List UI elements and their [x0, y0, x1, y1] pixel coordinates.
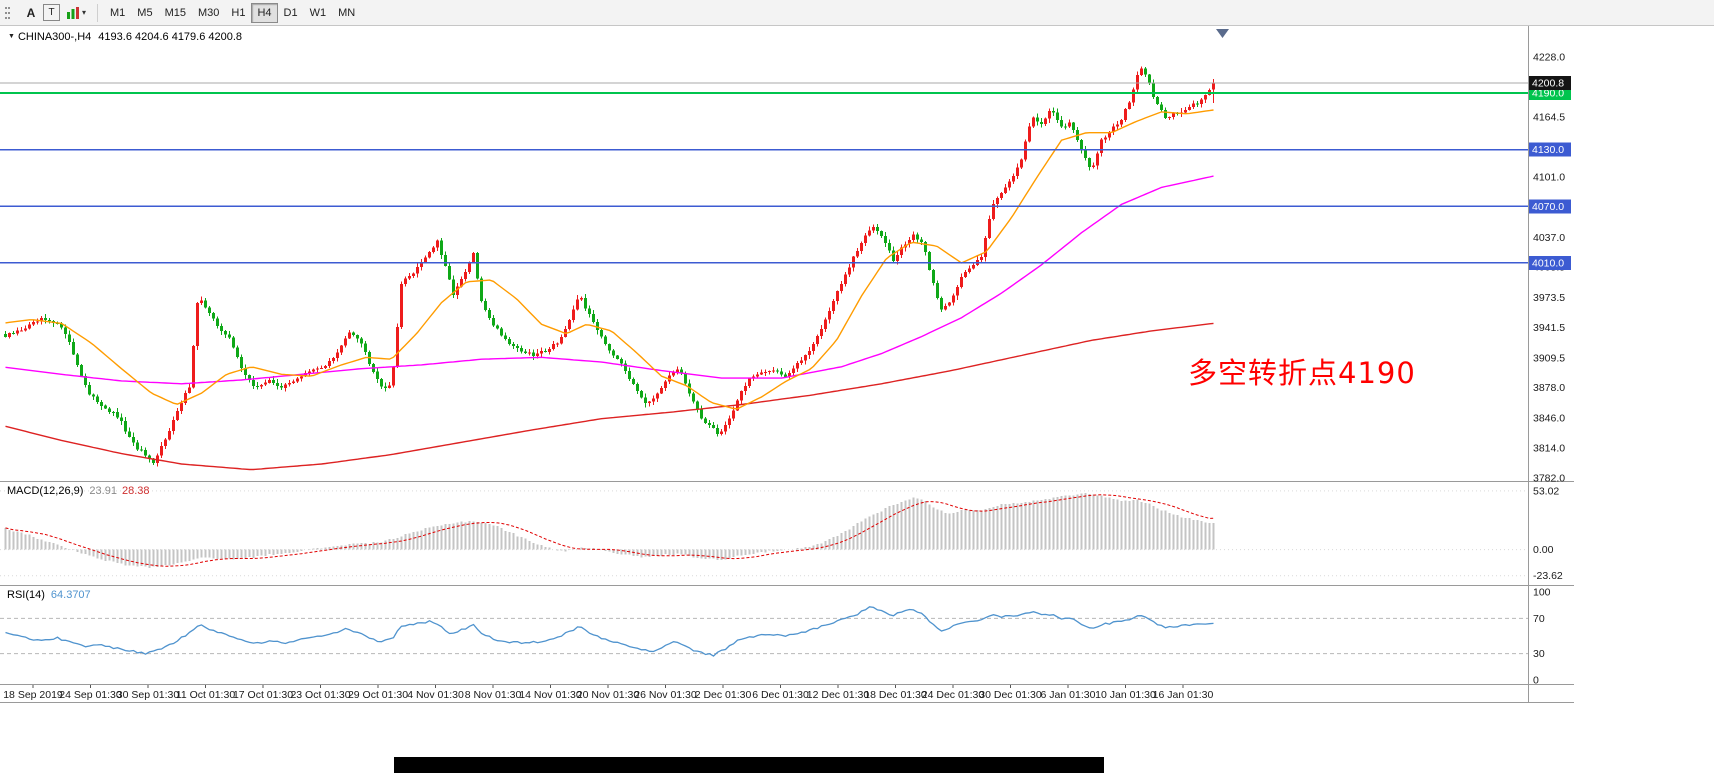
timeframe-button-mn[interactable]: MN — [332, 3, 361, 23]
macd-panel-plot[interactable] — [0, 481, 1528, 585]
chart-title: ▼ CHINA300-,H4 4193.6 4204.6 4179.6 4200.8 — [8, 31, 242, 43]
chart-ohlc-values: 4193.6 4204.6 4179.6 4200.8 — [98, 31, 243, 43]
collapse-icon: ▼ — [8, 33, 15, 40]
macd-signal-value: 28.38 — [121, 485, 150, 497]
rsi-value: 64.3707 — [50, 589, 91, 601]
macd-label: MACD(12,26,9) — [7, 485, 84, 497]
timeframe-button-m5[interactable]: M5 — [131, 3, 158, 23]
timeframe-button-h4[interactable]: H4 — [251, 2, 278, 23]
toolbar-separator — [97, 3, 99, 22]
timeframe-button-w1[interactable]: W1 — [304, 3, 333, 23]
rsi-panel-plot[interactable] — [0, 585, 1528, 684]
toolbar: A T ▾ M1 M5 M15 M30 H1 H4 D1 W1 MN — [0, 0, 1714, 26]
drag-dots-icon — [5, 6, 7, 9]
indicator-icon — [67, 6, 79, 19]
text-tool-button[interactable]: T — [43, 4, 60, 21]
timeframe-button-h1[interactable]: H1 — [225, 3, 251, 23]
cursor-tool-button[interactable]: A — [21, 3, 41, 23]
main-chart-plot[interactable] — [0, 26, 1528, 481]
time-axis[interactable] — [0, 684, 1528, 702]
timeframe-group: M1 M5 M15 M30 H1 H4 D1 W1 MN — [104, 2, 361, 23]
chart-symbol-label: CHINA300-,H4 — [17, 31, 92, 43]
toolbar-drag-handle[interactable] — [5, 5, 15, 21]
timeframe-button-m30[interactable]: M30 — [192, 3, 225, 23]
macd-indicator-title: MACD(12,26,9) 23.91 28.38 — [7, 485, 149, 497]
bottom-black-bar — [394, 757, 1104, 773]
timeframe-button-m15[interactable]: M15 — [159, 3, 192, 23]
rsi-label: RSI(14) — [7, 589, 45, 601]
price-axis[interactable] — [1528, 26, 1574, 702]
timeframe-button-d1[interactable]: D1 — [278, 3, 304, 23]
dropdown-caret-icon: ▾ — [82, 8, 87, 17]
annotation-text: 多空转折点4190 — [1188, 356, 1416, 390]
rsi-indicator-title: RSI(14) 64.3707 — [7, 589, 91, 601]
timeframe-button-m1[interactable]: M1 — [104, 3, 131, 23]
indicators-button[interactable]: ▾ — [62, 3, 90, 23]
macd-main-value: 23.91 — [89, 485, 117, 497]
